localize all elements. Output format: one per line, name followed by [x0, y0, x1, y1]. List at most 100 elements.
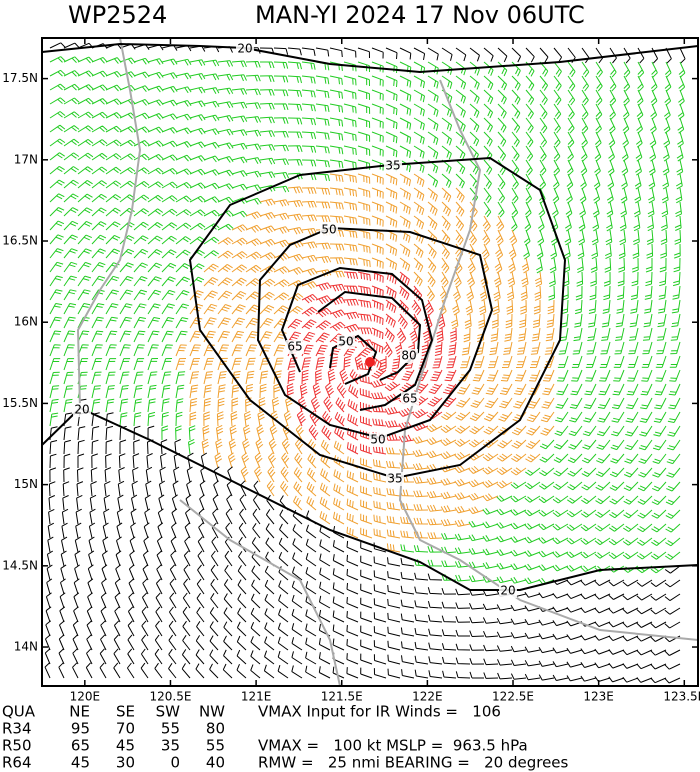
wind-barb	[635, 145, 643, 162]
wind-barb	[281, 452, 290, 469]
wind-barb	[175, 236, 191, 245]
wind-barb	[91, 358, 103, 371]
wind-barb	[217, 87, 234, 95]
wind-barb	[49, 248, 64, 259]
wind-barb	[441, 629, 457, 637]
wind-barb	[468, 506, 485, 515]
wind-barb	[572, 341, 583, 355]
wind-barb	[91, 234, 107, 245]
wind-barb	[147, 85, 164, 93]
x-tick-label: 120E	[70, 690, 101, 704]
wind-barb	[127, 634, 135, 651]
wind-barb	[231, 317, 245, 329]
wind-barb	[236, 635, 247, 651]
wind-barb	[638, 439, 653, 451]
wind-barb	[63, 248, 78, 259]
wind-barb	[518, 327, 527, 342]
wind-barb	[399, 257, 411, 272]
wind-barb	[639, 411, 653, 423]
wind-barb	[357, 299, 372, 309]
wind-barb	[483, 425, 499, 435]
wind-barb	[532, 313, 541, 328]
wind-barb	[360, 597, 373, 609]
wind-barb	[488, 355, 499, 369]
wind-barb	[673, 257, 681, 273]
wind-barb	[49, 138, 66, 147]
wind-barb	[168, 663, 177, 679]
wind-barb	[346, 526, 359, 539]
wind-barb	[90, 481, 97, 497]
wind-barb	[360, 401, 373, 413]
wind-barb	[287, 103, 303, 111]
wind-barb	[77, 111, 94, 119]
wind-barb	[637, 61, 645, 78]
wind-barb	[203, 236, 220, 245]
wind-barb	[245, 370, 255, 385]
wind-barb	[105, 57, 122, 64]
wind-barb	[616, 299, 625, 314]
wind-barb	[323, 396, 333, 413]
wind-barb	[301, 117, 316, 126]
wind-barb	[510, 576, 527, 584]
wind-barb	[49, 207, 65, 217]
contour-label: 65	[402, 392, 417, 406]
wind-barb	[49, 412, 59, 427]
wind-barb	[189, 168, 206, 176]
wind-barb	[455, 75, 467, 90]
wind-barb	[568, 439, 583, 450]
wind-barb	[524, 619, 541, 626]
wind-barb	[77, 138, 94, 147]
wind-barb	[414, 614, 429, 623]
wind-barb	[440, 271, 449, 288]
contour-label: 80	[401, 349, 416, 363]
wind-barb	[581, 481, 597, 491]
wind-barb	[630, 299, 639, 314]
wind-barb	[469, 89, 480, 104]
wind-barb	[113, 662, 121, 679]
wind-barb	[175, 181, 192, 189]
wind-barb	[524, 673, 541, 681]
wind-barb	[329, 47, 343, 58]
wind-barb	[74, 536, 81, 553]
wind-barb	[127, 606, 135, 623]
wind-barb	[333, 440, 345, 455]
wind-barb	[455, 574, 471, 582]
wind-barb	[454, 505, 471, 514]
wind-barb	[387, 557, 401, 567]
wind-barb	[430, 369, 443, 382]
wind-barb	[441, 47, 453, 61]
wind-barb	[175, 411, 183, 427]
wind-barb	[63, 275, 77, 287]
wind-barb	[460, 355, 471, 369]
wind-barb	[245, 211, 262, 220]
wind-barb	[441, 187, 452, 203]
contour-label-bg	[369, 433, 387, 447]
wind-barb	[581, 131, 588, 148]
wind-barb	[440, 425, 457, 434]
wind-barb	[674, 243, 681, 259]
wind-barb	[189, 86, 206, 94]
wind-barb	[508, 243, 517, 260]
wind-barb	[525, 439, 541, 449]
wind-barb	[524, 495, 541, 503]
wind-barb	[652, 481, 667, 492]
wind-barb	[105, 425, 114, 441]
wind-barb	[259, 89, 275, 96]
wind-barb	[654, 397, 667, 410]
contour-label-bg	[401, 392, 419, 406]
wind-barb	[427, 545, 443, 553]
wind-barb	[144, 508, 151, 525]
wind-barb	[161, 167, 178, 175]
wind-barb	[105, 371, 116, 385]
wind-barb	[602, 299, 611, 314]
wind-barb	[672, 285, 681, 300]
wind-barb	[210, 578, 219, 595]
wind-barb	[197, 536, 205, 553]
wind-barb	[607, 159, 615, 176]
contour-label-bg	[337, 335, 355, 349]
wind-barb	[332, 540, 345, 553]
wind-barb	[442, 670, 457, 679]
wind-barb	[509, 229, 518, 246]
wind-barb	[336, 382, 347, 399]
wind-barb	[48, 481, 56, 497]
